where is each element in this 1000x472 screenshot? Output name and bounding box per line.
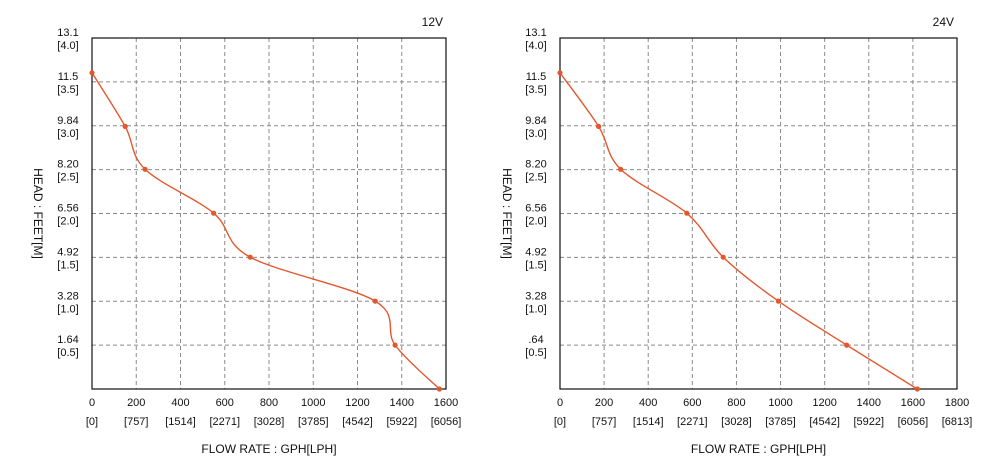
y-tick-label: .64	[528, 334, 543, 346]
y-tick-sublabel: [1.5]	[525, 259, 546, 271]
x-tick-label: 1200	[812, 397, 836, 409]
chart-24v: 0 [0] 200 [757] 400 [1514] 600 [2271] 800 [3028] 1…	[500, 15, 972, 456]
y-tick-sublabel: [1.5]	[57, 259, 78, 271]
x-tick-label: 1600	[434, 397, 458, 409]
y-tick-sublabel: [1.0]	[525, 303, 546, 315]
x-tick-label: 1800	[945, 397, 969, 409]
y-tick-label: 3.28	[525, 290, 546, 302]
x-tick-label: 1000	[768, 397, 792, 409]
x-tick-sublabel: [3028]	[254, 416, 285, 428]
y-tick-label: 1.64	[57, 334, 78, 346]
y-tick-sublabel: [2.5]	[525, 172, 546, 184]
y-axis-label: HEAD : FEET[M]	[31, 168, 45, 259]
x-tick-label: 0	[557, 397, 563, 409]
x-tick-sublabel: [4542]	[809, 416, 840, 428]
y-tick-label: 13.1	[525, 27, 546, 39]
x-tick-label: 400	[171, 397, 189, 409]
data-point	[618, 166, 624, 172]
x-tick-sublabel: [3785]	[298, 416, 329, 428]
x-tick-label: 1400	[857, 397, 881, 409]
x-tick-label: 0	[89, 397, 95, 409]
chart-title: 24V	[933, 15, 954, 29]
x-tick-label: 600	[683, 397, 701, 409]
x-tick-label: 800	[727, 397, 745, 409]
y-tick-label: 8.20	[57, 159, 78, 171]
x-tick-sublabel: [3785]	[765, 416, 796, 428]
data-point	[89, 70, 95, 76]
y-tick-sublabel: [2.0]	[57, 216, 78, 228]
y-tick-sublabel: [3.5]	[525, 84, 546, 96]
y-tick-label: 11.5	[526, 71, 547, 83]
data-point	[372, 298, 378, 304]
x-tick-label: 800	[260, 397, 278, 409]
data-point	[844, 342, 850, 348]
y-tick-label: 11.5	[58, 71, 79, 83]
x-tick-sublabel: [5922]	[853, 416, 884, 428]
y-tick-sublabel: [1.0]	[57, 303, 78, 315]
x-tick-sublabel: [2271]	[209, 416, 240, 428]
y-tick-sublabel: [4.0]	[57, 40, 78, 52]
y-tick-label: 4.92	[525, 246, 546, 258]
y-tick-sublabel: [0.5]	[525, 347, 546, 359]
x-tick-sublabel: [0]	[554, 416, 566, 428]
data-point	[684, 210, 690, 216]
x-tick-label: 1000	[301, 397, 325, 409]
data-point	[392, 342, 398, 348]
y-tick-label: 6.56	[57, 203, 78, 215]
y-tick-label: 9.84	[525, 115, 546, 127]
y-tick-label: 9.84	[57, 115, 78, 127]
data-point	[142, 166, 148, 172]
x-axis-label: FLOW RATE : GPH[LPH]	[691, 442, 826, 456]
y-tick-label: 6.56	[525, 203, 546, 215]
data-point	[211, 210, 217, 216]
series-line	[559, 72, 918, 390]
x-tick-sublabel: [5922]	[386, 416, 417, 428]
chart-title: 12V	[422, 15, 443, 29]
x-tick-sublabel: [4542]	[342, 416, 373, 428]
x-tick-label: 1600	[901, 397, 925, 409]
x-tick-label: 1400	[390, 397, 414, 409]
x-tick-label: 1200	[345, 397, 369, 409]
y-tick-label: 8.20	[525, 159, 546, 171]
y-tick-label: 4.92	[57, 246, 78, 258]
x-tick-sublabel: [757]	[592, 416, 616, 428]
x-tick-label: 200	[595, 397, 613, 409]
x-tick-label: 400	[639, 397, 657, 409]
data-point	[775, 298, 782, 304]
plot-frame	[91, 37, 447, 390]
x-tick-sublabel: [2271]	[677, 416, 708, 428]
y-tick-sublabel: [3.0]	[57, 128, 78, 140]
data-point	[914, 386, 920, 392]
data-point	[596, 123, 602, 129]
series-line	[91, 72, 440, 390]
x-tick-sublabel: [1514]	[165, 416, 196, 428]
data-point	[720, 254, 726, 260]
data-point	[557, 70, 563, 76]
y-tick-sublabel: [0.5]	[57, 347, 78, 359]
y-tick-sublabel: [2.0]	[525, 216, 546, 228]
plot-frame	[559, 37, 958, 390]
y-tick-sublabel: [4.0]	[525, 40, 546, 52]
y-tick-sublabel: [3.5]	[57, 84, 78, 96]
x-tick-label: 600	[216, 397, 234, 409]
data-point	[247, 254, 253, 260]
y-axis-label: HEAD : FEET[M]	[500, 168, 514, 259]
x-tick-sublabel: [6056]	[431, 416, 462, 428]
x-tick-sublabel: [6813]	[942, 416, 973, 428]
data-point	[122, 123, 128, 129]
x-tick-label: 200	[127, 397, 145, 409]
x-axis-label: FLOW RATE : GPH[LPH]	[201, 442, 336, 456]
x-tick-sublabel: [757]	[124, 416, 148, 428]
x-tick-sublabel: [0]	[86, 416, 98, 428]
y-tick-sublabel: [2.5]	[57, 172, 78, 184]
x-tick-sublabel: [3028]	[721, 416, 752, 428]
y-tick-label: 13.1	[57, 27, 78, 39]
x-tick-sublabel: [6056]	[898, 416, 929, 428]
data-point	[436, 386, 442, 392]
x-tick-sublabel: [1514]	[633, 416, 664, 428]
y-tick-sublabel: [3.0]	[525, 128, 546, 140]
y-tick-label: 3.28	[57, 290, 78, 302]
chart-12v: 0 [0] 200 [757] 400 [1514] 600 [2271] 800 [3028] 1…	[31, 15, 461, 456]
